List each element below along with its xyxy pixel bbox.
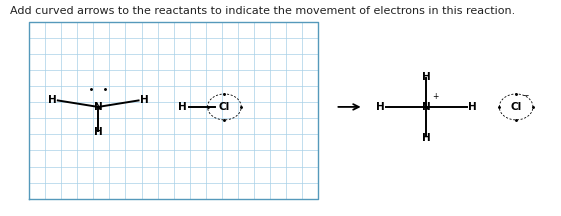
- Text: H: H: [422, 72, 431, 82]
- Text: +: +: [432, 92, 439, 101]
- Text: −: −: [522, 92, 528, 101]
- Text: Cl: Cl: [511, 102, 522, 112]
- Text: N: N: [94, 102, 103, 112]
- Text: Cl: Cl: [219, 102, 230, 112]
- Text: H: H: [376, 102, 385, 112]
- Text: H: H: [94, 127, 103, 137]
- Text: H: H: [468, 102, 477, 112]
- Text: H: H: [422, 133, 431, 143]
- Text: H: H: [140, 95, 149, 105]
- Text: H: H: [178, 102, 187, 112]
- Text: Add curved arrows to the reactants to indicate the movement of electrons in this: Add curved arrows to the reactants to in…: [10, 6, 516, 16]
- Text: H: H: [48, 95, 57, 105]
- Text: N: N: [422, 102, 431, 112]
